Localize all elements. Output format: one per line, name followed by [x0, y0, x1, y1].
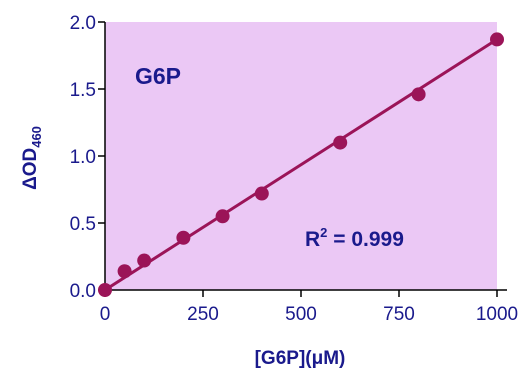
data-point [117, 264, 132, 279]
y-axis-label-subscript: 460 [29, 126, 44, 148]
data-point [98, 283, 112, 297]
y-tick-label: 2.0 [70, 13, 96, 34]
data-point [490, 32, 504, 47]
x-tick-label: 250 [187, 304, 219, 325]
y-tick-label: 0.5 [70, 214, 96, 235]
r2-letter: R [305, 228, 320, 251]
data-points [98, 32, 504, 297]
r2-value: = 0.999 [327, 228, 403, 251]
data-point [176, 230, 191, 245]
x-tick-label: 500 [285, 304, 317, 325]
y-tick-label: 0.0 [70, 281, 96, 302]
chart-title: G6P [135, 63, 181, 89]
data-point [215, 209, 230, 224]
y-tick-label: 1.5 [70, 80, 96, 101]
y-axis-label: ΔOD460 [20, 126, 44, 190]
data-point [254, 186, 269, 201]
ticks: 0.0 0.5 1.0 1.5 2.0 0 250 500 750 1000 [70, 13, 519, 325]
y-axis-label-main: ΔOD [20, 148, 41, 190]
x-axis-label: [G6P](μM) [255, 348, 346, 369]
x-tick-label: 0 [100, 304, 111, 325]
y-tick-label: 1.0 [70, 147, 96, 168]
r2-superscript: 2 [320, 225, 327, 240]
x-tick-label: 1000 [476, 304, 518, 325]
data-point [411, 87, 426, 102]
r-squared-annotation: R2 = 0.999 [305, 225, 404, 251]
x-tick-label: 750 [383, 304, 415, 325]
data-point [333, 135, 348, 150]
plot-background [105, 22, 497, 290]
data-point [137, 253, 152, 268]
fit-line [104, 38, 498, 292]
